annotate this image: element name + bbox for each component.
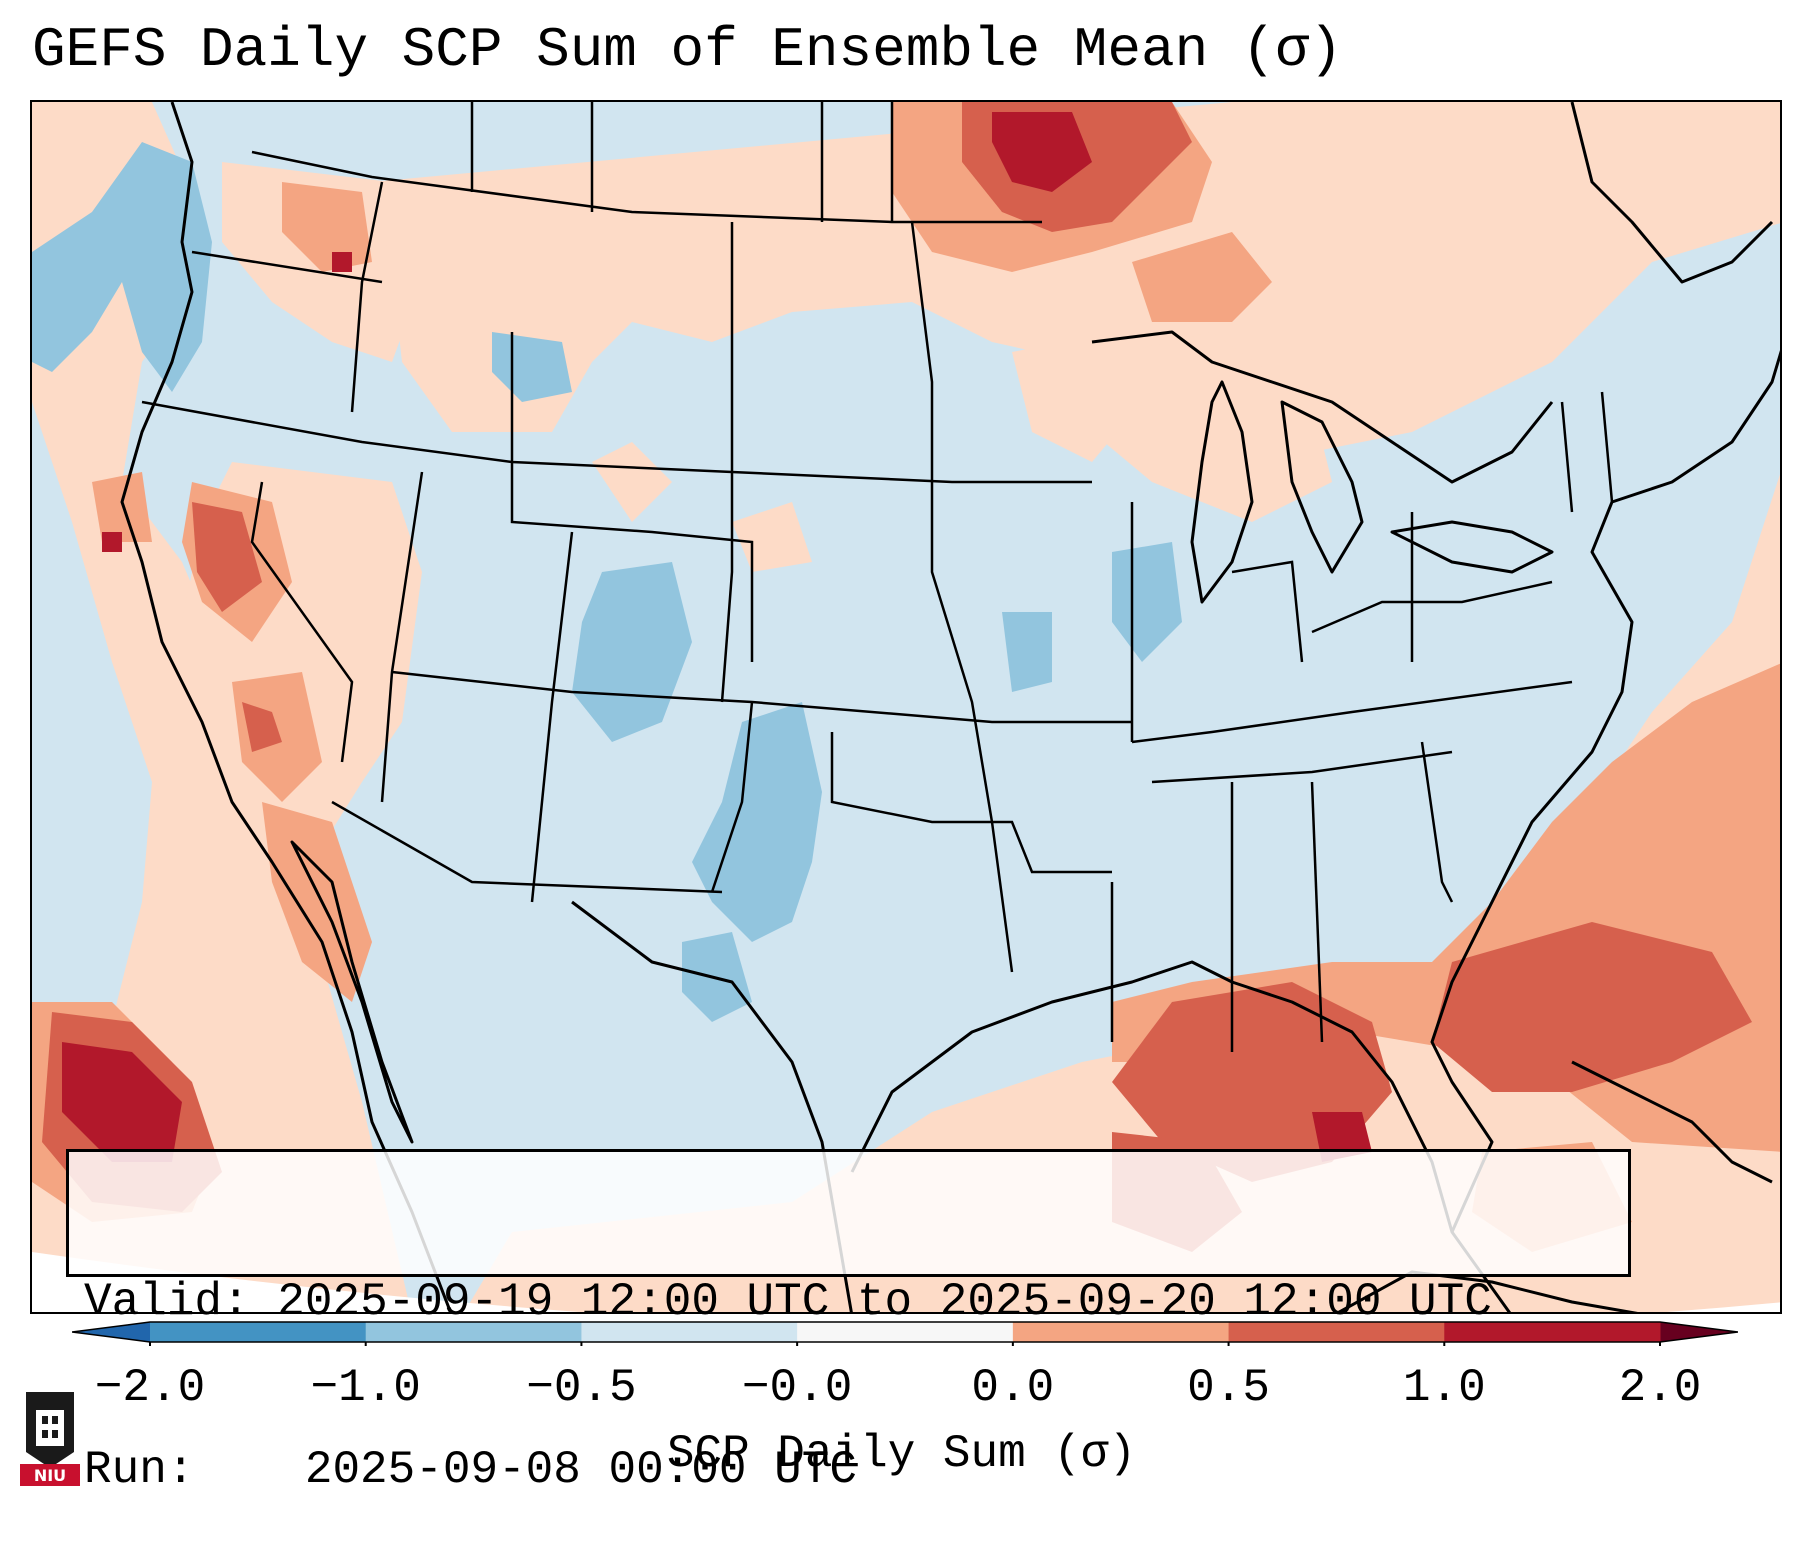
colorbar-segment <box>1228 1322 1445 1342</box>
colorbar-tick-label: −0.5 <box>526 1362 637 1414</box>
logo-text: NIU <box>34 1466 66 1485</box>
colorbar-segment <box>1444 1322 1661 1342</box>
run-label: Run: <box>84 1444 195 1496</box>
colorbar-under-extension <box>72 1322 150 1342</box>
colorbar-segment <box>1012 1322 1230 1342</box>
colorbar-label: SCP Daily Sum (σ) <box>666 1428 1137 1480</box>
valid-run-box: Valid: 2025-09-19 12:00 UTC to 2025-09-2… <box>66 1149 1631 1496</box>
colorbar-segment <box>797 1322 1014 1342</box>
valid-value: 2025-09-19 12:00 UTC to 2025-09-20 12:00… <box>277 1276 1492 1328</box>
colorbar <box>72 1321 1738 1346</box>
colorbar-tick-label: −1.0 <box>310 1362 421 1414</box>
state-borders <box>141 102 1614 1052</box>
run-line: Run: 2025-09-08 00:00 UTC <box>84 1442 1628 1498</box>
colorbar-tick-label: 0.5 <box>1187 1362 1270 1414</box>
colorbar-tick-label: 1.0 <box>1402 1362 1486 1414</box>
map-panel <box>30 100 1782 1314</box>
domain-edge <box>32 1252 1780 1312</box>
colorbar-segment <box>581 1322 798 1342</box>
map-title: GEFS Daily SCP Sum of Ensemble Mean (σ) <box>32 18 1343 82</box>
valid-label: Valid: <box>84 1276 250 1328</box>
niu-logo-icon: NIU <box>20 1392 80 1486</box>
colorbar-tick-label: 2.0 <box>1618 1362 1702 1414</box>
run-value: 2025-09-08 00:00 UTC <box>304 1444 857 1496</box>
colorbar-segment <box>365 1322 582 1342</box>
colorbar-over-extension <box>1660 1322 1738 1342</box>
valid-line: Valid: 2025-09-19 12:00 UTC to 2025-09-2… <box>84 1274 1628 1330</box>
positive-anomaly-light <box>32 102 1780 1312</box>
colorbar-segment <box>150 1322 367 1342</box>
colorbar-tick-label: −0.0 <box>741 1362 853 1414</box>
colorbar-tick-label: 0.0 <box>971 1362 1055 1414</box>
map-canvas <box>32 102 1780 1312</box>
colorbar-tick-label: −2.0 <box>94 1362 206 1414</box>
positive-anomaly-max <box>62 112 1372 1162</box>
negative-anomaly <box>32 142 1182 1022</box>
